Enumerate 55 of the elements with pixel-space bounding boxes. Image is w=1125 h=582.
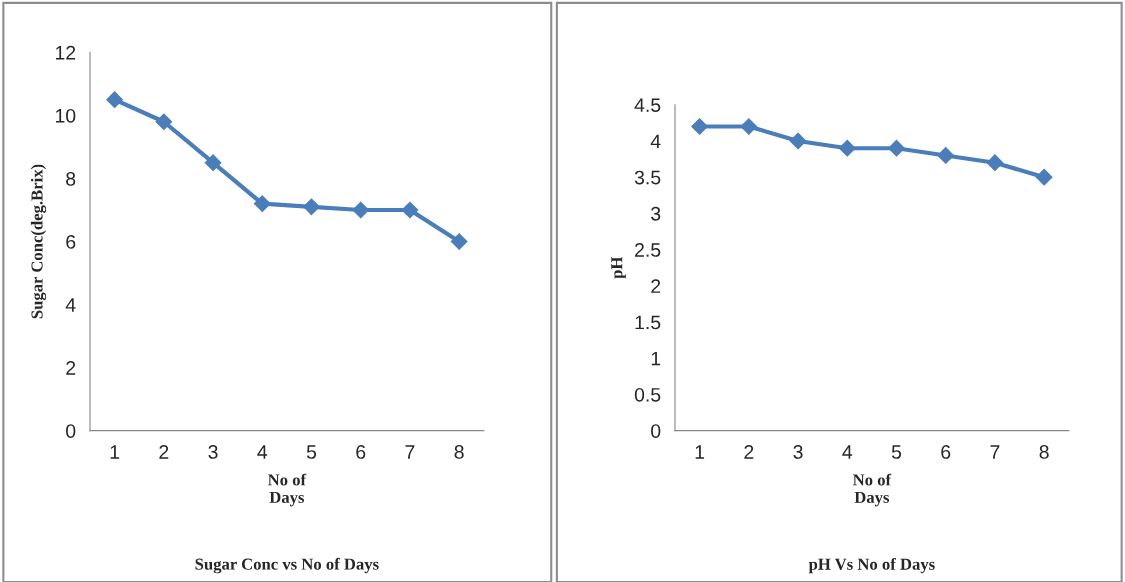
point	[106, 91, 123, 109]
y-tick-label: 3	[651, 206, 661, 221]
point	[888, 139, 905, 157]
point	[838, 139, 856, 157]
y-tick-label: 4	[650, 134, 661, 149]
y-tick-label: 12	[55, 45, 76, 60]
y-tick-label: 3.5	[634, 170, 661, 185]
x-tick-label: 3	[793, 445, 803, 459]
y-tick-label: 2	[66, 361, 76, 375]
point	[986, 154, 1004, 172]
y-tick-label: 0	[651, 424, 661, 438]
y-tick-label: 0	[66, 424, 76, 438]
text: Sugar Conc vs No of Days	[195, 557, 379, 574]
y-tick-label: 6	[66, 235, 76, 249]
x-tick-label: 5	[306, 445, 317, 459]
x-tick-label: 4	[842, 445, 853, 459]
x-tick-label: 7	[990, 445, 1000, 459]
x-tick-label: 7	[405, 445, 415, 459]
y-tick-label: 1.5	[635, 315, 661, 330]
point	[204, 154, 222, 172]
y-axis-title: Sugar Conc(deg.Brix)	[30, 164, 47, 319]
x-tick-label: 8	[454, 445, 464, 459]
x-axis-title: No of Days	[852, 473, 892, 507]
point	[450, 233, 468, 250]
x-axis-title: No of Days	[267, 473, 307, 507]
y-tick-label: 0.5	[634, 387, 661, 402]
y-tick-label: 2	[651, 279, 661, 293]
y-tick-label: 10	[55, 108, 76, 123]
x-tick-label: 4	[257, 445, 268, 459]
x-tick-label: 2	[744, 445, 754, 459]
x-tick-label: 2	[159, 445, 169, 459]
x-tick-label: 8	[1039, 445, 1049, 459]
point	[789, 132, 807, 150]
point	[155, 113, 173, 131]
point	[253, 195, 271, 213]
x-tick-label: 1	[695, 445, 705, 459]
point	[352, 201, 370, 219]
y-tick-label: 4.5	[634, 98, 661, 112]
point	[401, 201, 419, 219]
point	[303, 198, 320, 216]
y-tick-label: 1	[651, 351, 661, 366]
point	[691, 118, 708, 135]
text: pH Vs No of Days	[808, 557, 935, 574]
y-tick-label: 4	[65, 298, 76, 312]
y-tick-label: 2.5	[635, 243, 661, 257]
x-tick-label: 1	[110, 445, 120, 459]
x-tick-label: 6	[356, 445, 366, 459]
point	[740, 118, 758, 135]
y-axis-title: pH	[611, 256, 626, 279]
x-tick-label: 5	[891, 445, 902, 459]
x-tick-label: 3	[208, 445, 218, 459]
y-tick-label: 8	[66, 171, 76, 186]
x-tick-label: 6	[941, 445, 951, 459]
point	[937, 147, 955, 164]
point	[1035, 168, 1053, 186]
